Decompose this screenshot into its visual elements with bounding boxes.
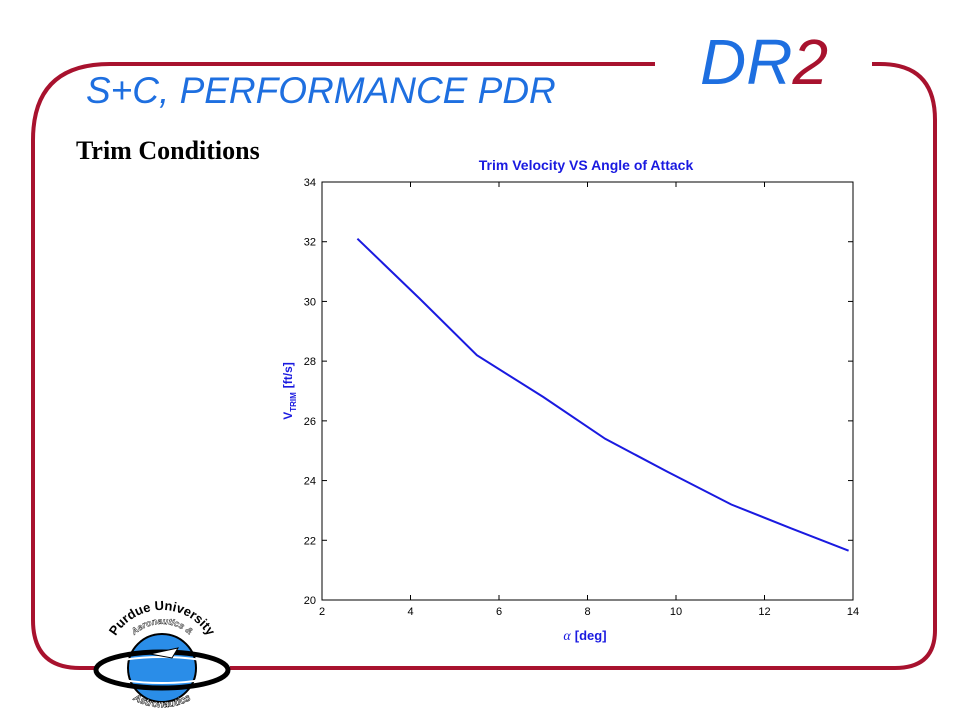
plot-area bbox=[321, 181, 854, 601]
x-axis-label-symbol: α bbox=[563, 629, 571, 644]
x-tick-label: 14 bbox=[847, 606, 859, 618]
frame-top-left-line bbox=[31, 62, 655, 670]
y-axis-label-main: V bbox=[281, 412, 295, 420]
y-axis-label-sub: TRIM bbox=[289, 392, 298, 412]
x-tick-label: 4 bbox=[407, 606, 413, 618]
y-axis-label-unit: [ft/s] bbox=[281, 362, 295, 388]
y-tick-label: 20 bbox=[304, 595, 316, 607]
logo-ring-inner bbox=[101, 656, 223, 684]
slide-subtitle: Trim Conditions bbox=[76, 136, 260, 165]
brand-logo: DR2 bbox=[700, 30, 828, 94]
y-tick-label: 34 bbox=[304, 177, 316, 189]
x-tick-label: 12 bbox=[758, 606, 770, 618]
brand-prefix: DR bbox=[700, 26, 793, 98]
x-axis-label: α [deg] bbox=[563, 628, 606, 644]
y-tick-label: 32 bbox=[304, 237, 316, 249]
y-tick-label: 26 bbox=[304, 416, 316, 428]
x-tick-label: 8 bbox=[584, 606, 590, 618]
logo-globe bbox=[127, 633, 197, 703]
x-tick-label: 6 bbox=[496, 606, 502, 618]
y-axis-label: VTRIM [ft/s] bbox=[281, 362, 298, 420]
x-tick-label: 10 bbox=[670, 606, 682, 618]
y-tick-label: 28 bbox=[304, 356, 316, 368]
slide-title: S+C, PERFORMANCE PDR bbox=[86, 70, 556, 111]
brand-number: 2 bbox=[792, 26, 829, 98]
frame-top-right-line bbox=[230, 62, 937, 670]
y-tick-label: 30 bbox=[304, 296, 316, 308]
chart-title: Trim Velocity VS Angle of Attack bbox=[479, 157, 694, 173]
y-tick-label: 24 bbox=[304, 476, 316, 488]
x-tick-label: 2 bbox=[319, 606, 325, 618]
x-axis-label-unit: [deg] bbox=[575, 628, 607, 643]
y-tick-label: 22 bbox=[304, 535, 316, 547]
logo-star-icon bbox=[149, 647, 180, 659]
purdue-logo: Purdue University Aeronautics & Astronau… bbox=[93, 598, 231, 711]
series-line bbox=[356, 237, 849, 552]
